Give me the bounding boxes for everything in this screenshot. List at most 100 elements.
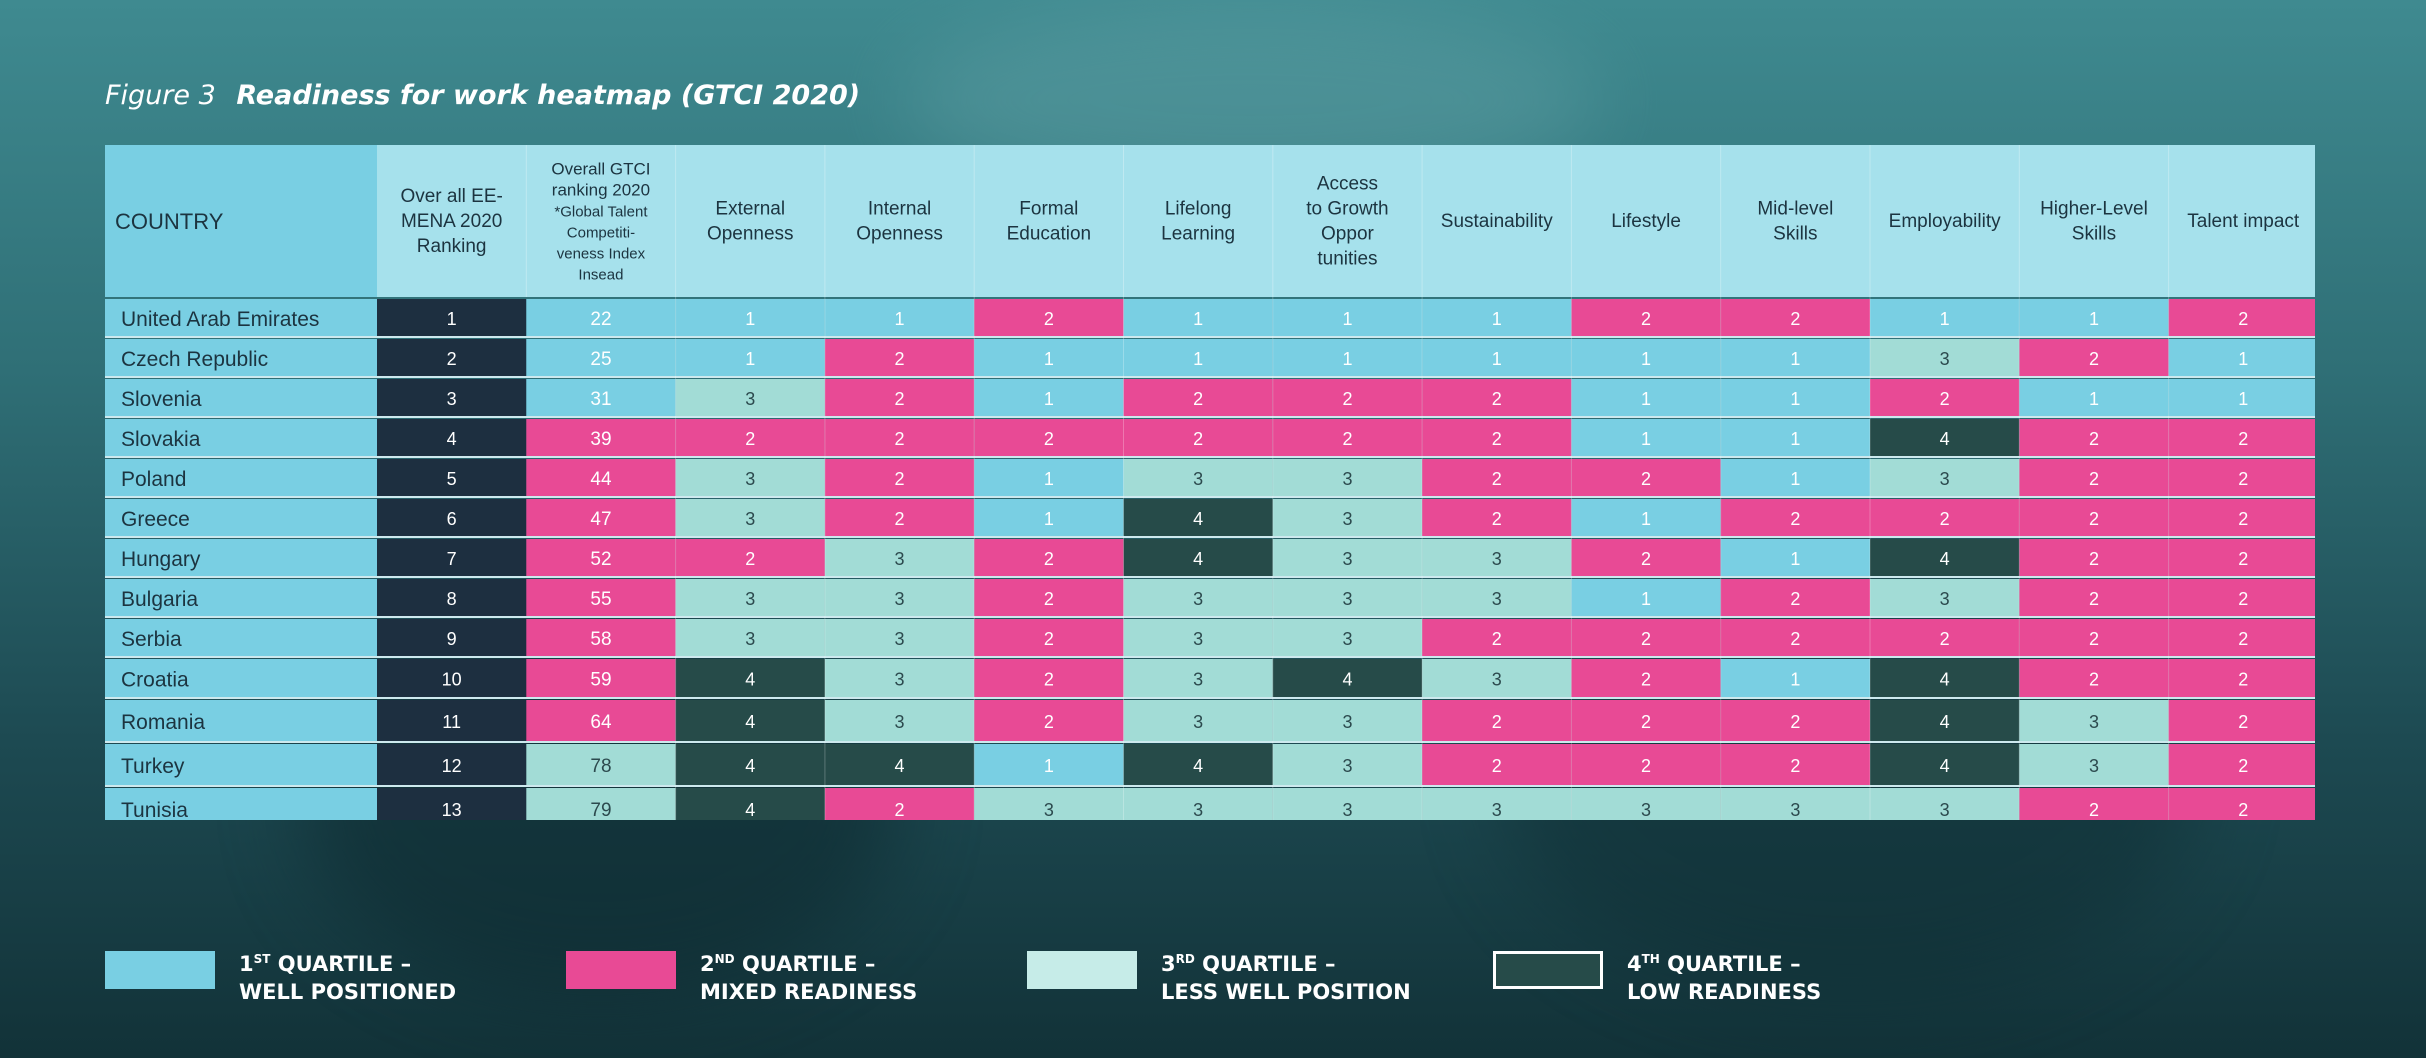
heatmap-cell	[2019, 539, 2169, 577]
cell-value: 2	[895, 469, 905, 489]
cell-value: 3	[1342, 549, 1352, 569]
cell-value: 4	[1342, 670, 1352, 690]
heatmap-cell	[1123, 579, 1273, 617]
heatmap-cell	[1272, 499, 1423, 537]
cell-value: 4	[1193, 509, 1203, 529]
heatmap-cell	[1123, 379, 1273, 417]
heatmap-cell	[1720, 459, 1870, 497]
heatmap-cell	[1272, 459, 1423, 497]
heatmap-cell	[675, 659, 825, 698]
heatmap-cell	[2019, 579, 2169, 617]
cell-value: 3	[895, 629, 905, 649]
heatmap-cell	[1422, 339, 1572, 377]
gtci-cell	[526, 619, 676, 657]
cell-value: 3	[745, 589, 755, 609]
gtci-cell	[526, 339, 676, 377]
cell-value: 3	[1940, 349, 1950, 369]
heatmap-cell	[1571, 299, 1721, 337]
column-header-label: Lifestyle	[1611, 211, 1681, 232]
cell-value: 3	[895, 549, 905, 569]
legend-line1: QUARTILE –	[1667, 952, 1801, 976]
heatmap-cell	[974, 744, 1124, 786]
cell-value: 1	[1790, 549, 1800, 569]
heatmap-cell	[824, 579, 975, 617]
heatmap-cell	[1123, 339, 1273, 377]
heatmap-cell	[974, 459, 1124, 497]
heatmap-cell	[1571, 619, 1721, 657]
heatmap-cell	[1123, 419, 1273, 457]
heatmap-cell	[1870, 379, 2020, 417]
heatmap-cell	[824, 700, 975, 742]
country-name: Croatia	[121, 669, 189, 692]
heatmap-cell	[675, 339, 825, 377]
cell-value: 2	[1790, 756, 1800, 776]
cell-value: 1	[2238, 349, 2248, 369]
ranking-value: 13	[442, 800, 462, 820]
gtci-value: 59	[590, 670, 611, 691]
heatmap-cell	[1272, 299, 1423, 337]
ranking-value: 12	[442, 756, 462, 776]
heatmap-cell	[974, 299, 1124, 337]
cell-value: 2	[1492, 509, 1502, 529]
column-header-label: Lifelong	[1165, 199, 1232, 220]
heatmap-cell	[1123, 659, 1273, 698]
cell-value: 3	[1940, 469, 1950, 489]
cell-value: 1	[1641, 589, 1651, 609]
heatmap-cell	[2019, 744, 2169, 786]
ranking-value: 2	[447, 349, 457, 369]
heatmap-cell	[1571, 339, 1721, 377]
gtci-value: 47	[590, 509, 611, 530]
heatmap-cell	[2019, 659, 2169, 698]
ranking-cell	[377, 788, 527, 820]
cell-value: 2	[2089, 429, 2099, 449]
heatmap-cell	[1720, 419, 1870, 457]
column-header-label: Sustainability	[1441, 211, 1553, 232]
cell-value: 2	[1044, 549, 1054, 569]
country-name: Slovenia	[121, 388, 202, 411]
country-name: Hungary	[121, 548, 201, 571]
cell-value: 4	[1193, 756, 1203, 776]
heatmap-cell	[1123, 299, 1273, 337]
cell-value: 3	[1193, 629, 1203, 649]
cell-value: 1	[745, 309, 755, 329]
legend: 4TH QUARTILE – LOW READINESS	[1493, 945, 1821, 1006]
ranking-cell	[377, 499, 527, 537]
column-header-label: veness Index	[557, 246, 646, 263]
legend-swatch-q2	[566, 951, 676, 989]
gtci-value: 44	[590, 469, 612, 490]
cell-value: 1	[1641, 389, 1651, 409]
heatmap-cell	[1123, 700, 1273, 742]
legend-ordinal-suffix: RD	[1175, 952, 1195, 966]
cell-value: 2	[1641, 712, 1651, 732]
cell-value: 3	[1342, 712, 1352, 732]
heatmap-cell	[1720, 339, 1870, 377]
cell-value: 2	[1641, 629, 1651, 649]
heatmap-cell	[974, 619, 1124, 657]
heatmap-cell	[1272, 659, 1423, 698]
cell-value: 1	[1940, 309, 1950, 329]
heatmap-cell	[974, 700, 1124, 742]
heatmap-table: COUNTRY Over all EE- MENA 2020 Ranking Overa…	[105, 145, 2315, 820]
cell-value: 2	[1044, 629, 1054, 649]
cell-value: 1	[1641, 509, 1651, 529]
heatmap-cell	[824, 379, 975, 417]
heatmap-cell	[2168, 419, 2315, 457]
cell-value: 1	[1641, 429, 1651, 449]
country-name: United Arab Emirates	[121, 308, 319, 331]
ranking-cell	[377, 299, 527, 337]
country-name: Slovakia	[121, 428, 201, 451]
cell-value: 3	[895, 670, 905, 690]
heatmap-cell	[1870, 299, 2020, 337]
column-header-label: Overall GTCI	[551, 160, 650, 179]
heatmap-cell	[1720, 659, 1870, 698]
cell-value: 2	[2089, 509, 2099, 529]
heatmap-cell	[1571, 539, 1721, 577]
column-header-label: Skills	[1773, 224, 1817, 245]
cell-value: 1	[1790, 670, 1800, 690]
heatmap-cell	[1422, 659, 1572, 698]
cell-value: 1	[1044, 349, 1054, 369]
cell-value: 3	[1193, 589, 1203, 609]
country-name: Poland	[121, 468, 186, 491]
gtci-cell	[526, 744, 676, 786]
heatmap-cell	[974, 379, 1124, 417]
